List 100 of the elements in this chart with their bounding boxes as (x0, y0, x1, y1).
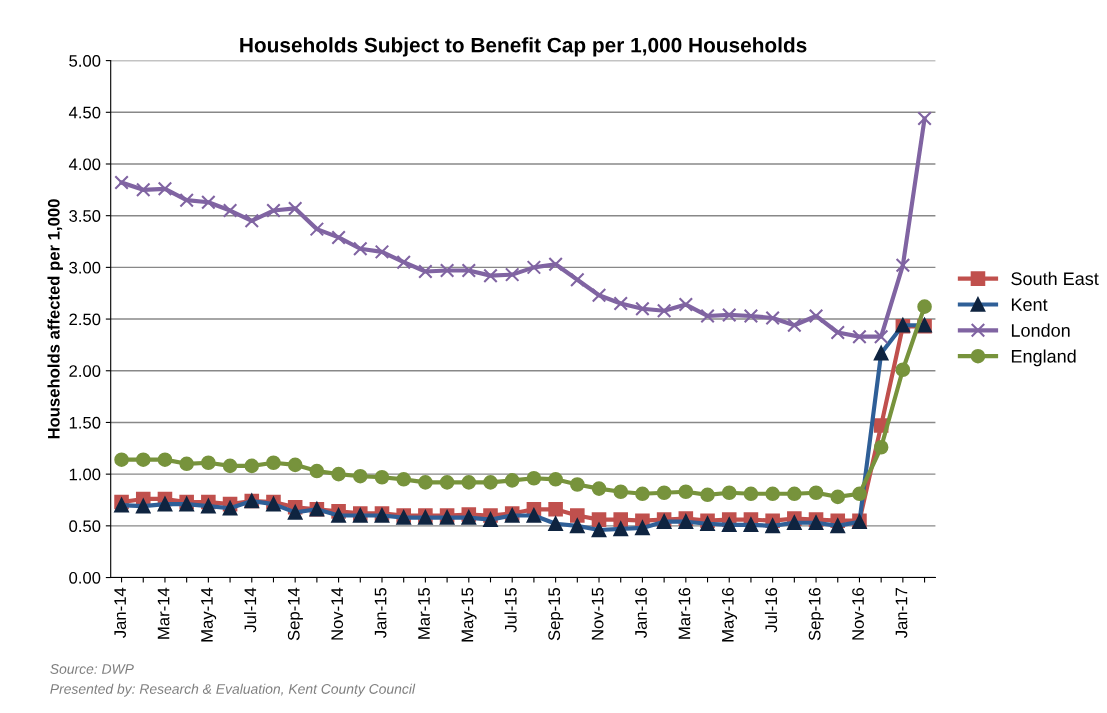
point (765, 310, 780, 326)
point (808, 308, 824, 324)
y-tick-label: 4.00 (68, 158, 101, 171)
point (352, 468, 368, 484)
point (570, 272, 585, 288)
point (635, 301, 650, 317)
point (504, 267, 520, 282)
x-tick-label: Jan-15 (374, 587, 387, 638)
point (830, 325, 846, 340)
point (114, 452, 129, 467)
point (613, 512, 629, 527)
point (917, 111, 932, 126)
point (352, 241, 368, 257)
point (135, 182, 151, 198)
x-tick-label: Jul-15 (504, 587, 517, 633)
point (266, 455, 281, 471)
x-tick-label: Nov-15 (591, 587, 604, 640)
point (526, 260, 542, 275)
legend-label: London (1011, 323, 1070, 337)
point (591, 481, 607, 496)
point (570, 508, 585, 523)
x-tick-label: Jan-16 (635, 587, 647, 638)
point (721, 307, 737, 323)
point (656, 485, 672, 501)
point (483, 475, 498, 490)
point (895, 362, 911, 378)
x-tick-label: Jan-17 (895, 588, 908, 638)
x-tick-label: Jul-14 (244, 587, 257, 633)
y-tick-label: 3.50 (69, 210, 101, 222)
point (179, 192, 194, 208)
point (656, 303, 672, 319)
point (287, 457, 303, 473)
x-tick-label: Jan-14 (114, 587, 127, 638)
point (591, 512, 607, 527)
point (852, 486, 867, 502)
x-tick-label: Sep-14 (287, 587, 303, 641)
y-tick-label: 3.00 (69, 261, 101, 274)
y-tick-label: 0.50 (69, 520, 101, 533)
x-tick-label: Nov-16 (852, 587, 864, 640)
y-tick-label: 1.50 (69, 416, 101, 429)
y-tick-label: 4.50 (68, 106, 101, 119)
point (374, 244, 390, 260)
point (439, 475, 455, 490)
y-tick-label: 0.00 (69, 571, 101, 584)
point (721, 485, 737, 501)
point (418, 475, 433, 490)
point (244, 213, 260, 229)
y-tick-label: 1.00 (69, 468, 101, 481)
point (700, 308, 715, 324)
point (114, 175, 129, 190)
point (917, 299, 932, 314)
point (222, 203, 238, 218)
point (678, 484, 694, 500)
y-tick-label: 2.50 (69, 313, 101, 326)
point (179, 456, 194, 472)
x-tick-label: Mar-15 (418, 587, 430, 639)
point (548, 256, 563, 272)
point (157, 452, 173, 467)
point (244, 458, 260, 474)
point (787, 486, 802, 502)
x-tick-label: May-16 (721, 587, 737, 642)
point (287, 201, 303, 216)
source-note: Source: DWP (50, 664, 134, 674)
point (895, 258, 911, 273)
point (613, 296, 629, 311)
point (309, 463, 325, 479)
point (331, 466, 346, 482)
point (266, 203, 281, 218)
legend-label: England (1011, 349, 1076, 367)
point (852, 329, 867, 344)
point (201, 455, 216, 471)
point (787, 317, 802, 333)
point (808, 485, 824, 501)
point (222, 458, 238, 474)
point (201, 194, 216, 210)
point (743, 308, 759, 324)
chart-title: Households Subject to Benefit Cap per 1,000 Households (240, 37, 807, 57)
point (439, 263, 455, 278)
point (700, 487, 715, 503)
x-tick-label: Mar-14 (157, 587, 170, 639)
point (548, 502, 563, 517)
point (374, 469, 390, 485)
point (570, 477, 585, 492)
point (743, 486, 759, 502)
point (135, 452, 151, 467)
point (504, 473, 520, 488)
point (331, 230, 346, 245)
point (418, 264, 433, 279)
point (678, 297, 694, 312)
point (635, 486, 650, 502)
x-tick-label: May-15 (461, 587, 477, 642)
text: Presented by: Research & Evaluation, Kent County Council (50, 683, 416, 697)
x-tick-label: Jul-16 (764, 587, 778, 633)
y-tick-label: 5.00 (69, 55, 101, 67)
point (613, 484, 629, 500)
point (873, 329, 889, 344)
point (765, 486, 780, 502)
y-axis-title: Households affected per 1,000 (47, 199, 63, 439)
point (873, 439, 889, 455)
point (461, 263, 477, 278)
